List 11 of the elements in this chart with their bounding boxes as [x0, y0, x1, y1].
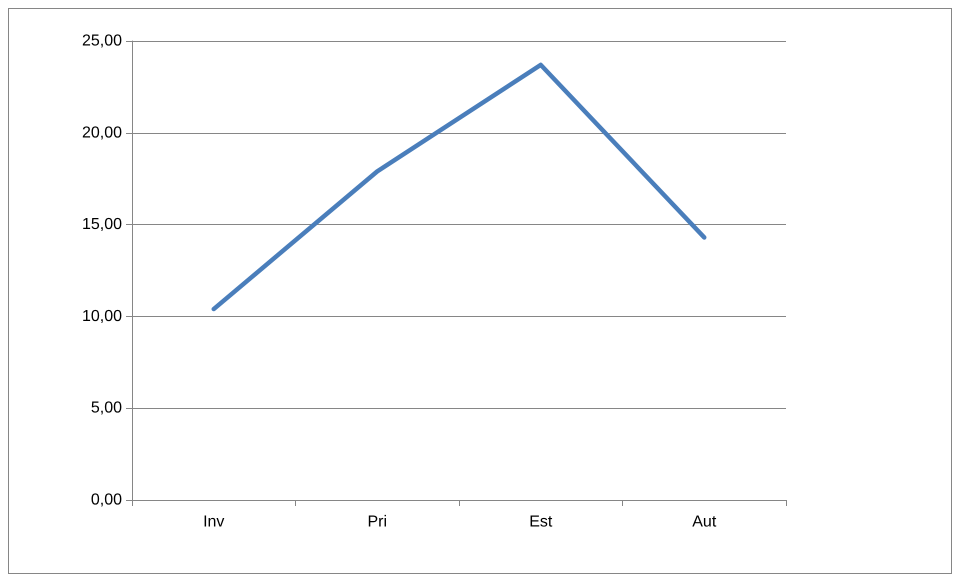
x-tick-label: Inv [203, 514, 224, 530]
x-tick-label: Aut [692, 514, 717, 530]
x-tick-label: Pri [367, 514, 388, 530]
y-tick-label: 0,00 [90, 492, 122, 508]
y-tick-label: 15,00 [82, 216, 122, 234]
y-tick-label: 5,00 [90, 400, 122, 417]
y-tick-label: 25,00 [82, 32, 122, 50]
line-series [212, 62, 706, 312]
y-tick-label: 10,00 [82, 308, 122, 325]
y-tick-label: 20,00 [82, 124, 122, 142]
x-tick-label: Est [529, 514, 553, 530]
